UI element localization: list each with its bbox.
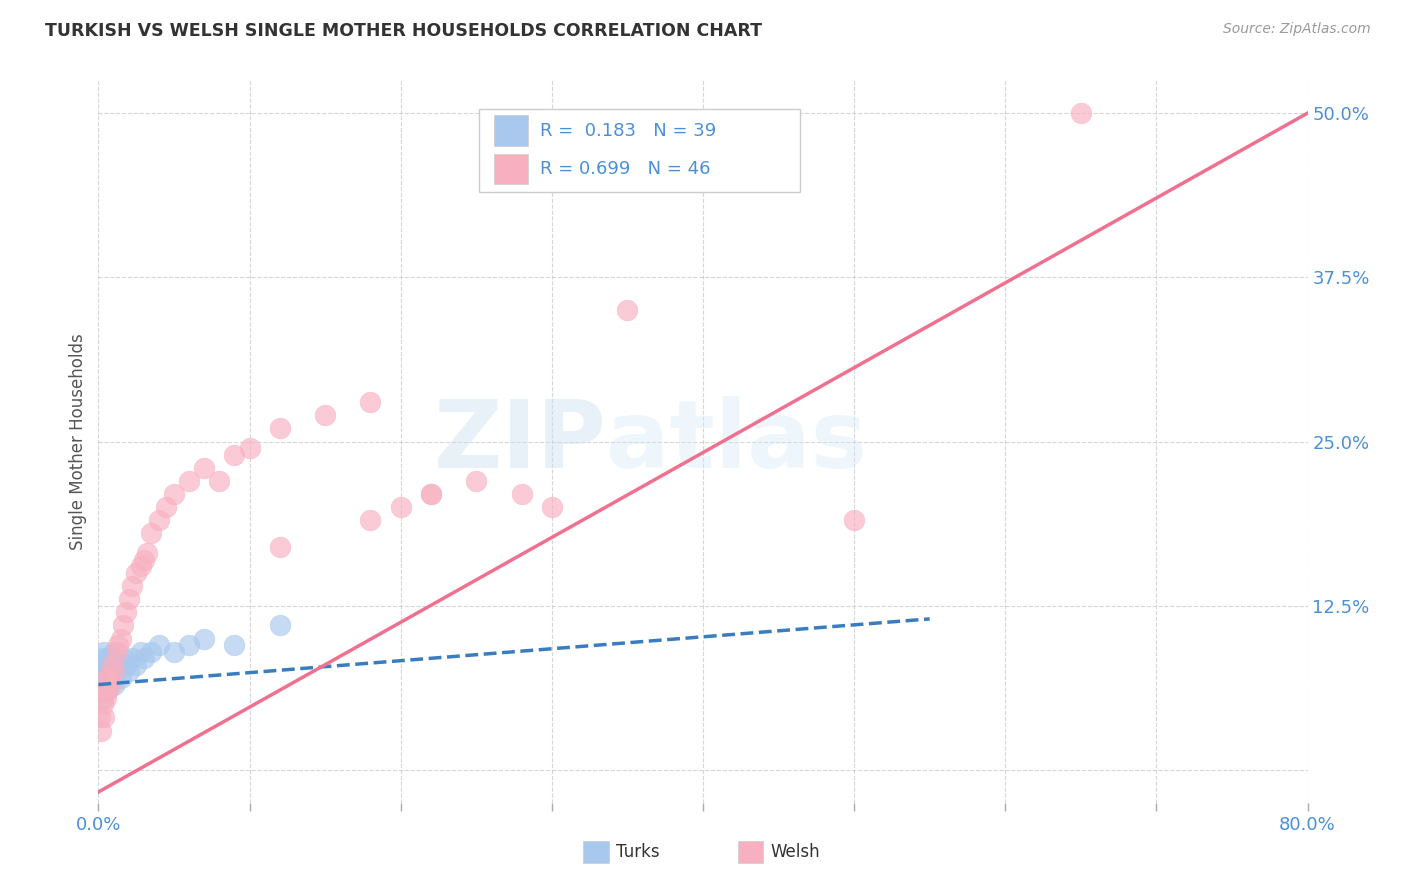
Point: [101, 665, 124, 679]
Point: [103, 677, 125, 691]
Point: [96, 651, 118, 665]
Point: [107, 638, 129, 652]
Point: [91, 651, 114, 665]
Point: [420, 487, 443, 501]
Point: [90, 684, 112, 698]
Point: [111, 651, 134, 665]
Point: [129, 559, 152, 574]
Point: [93, 645, 115, 659]
Point: [114, 605, 136, 619]
Point: [420, 487, 443, 501]
Point: [193, 632, 215, 646]
Point: [100, 671, 122, 685]
Point: [141, 526, 163, 541]
Point: [91, 698, 114, 712]
Point: [93, 677, 115, 691]
FancyBboxPatch shape: [479, 109, 800, 193]
Point: [91, 690, 114, 705]
Text: TURKISH VS WELSH SINGLE MOTHER HOUSEHOLDS CORRELATION CHART: TURKISH VS WELSH SINGLE MOTHER HOUSEHOLD…: [45, 22, 762, 40]
Point: [1070, 106, 1092, 120]
Point: [465, 474, 488, 488]
Point: [616, 303, 638, 318]
Point: [101, 651, 124, 665]
Point: [121, 579, 143, 593]
Point: [103, 665, 125, 679]
Text: R =  0.183   N = 39: R = 0.183 N = 39: [540, 121, 716, 139]
Text: Source: ZipAtlas.com: Source: ZipAtlas.com: [1223, 22, 1371, 37]
Point: [314, 409, 336, 423]
Point: [844, 513, 866, 527]
Point: [141, 645, 163, 659]
Point: [89, 677, 111, 691]
Point: [125, 657, 148, 672]
Point: [163, 487, 186, 501]
Point: [360, 395, 382, 409]
Point: [132, 553, 155, 567]
Point: [91, 671, 114, 685]
Text: ZIP: ZIP: [433, 395, 606, 488]
Point: [100, 677, 122, 691]
Point: [121, 651, 143, 665]
Point: [118, 592, 141, 607]
Point: [193, 460, 215, 475]
Point: [98, 671, 121, 685]
Point: [208, 474, 231, 488]
Point: [148, 638, 170, 652]
Point: [269, 421, 291, 435]
Point: [132, 651, 155, 665]
Point: [114, 657, 136, 672]
Point: [125, 566, 148, 580]
Point: [89, 710, 111, 724]
Point: [110, 632, 132, 646]
Point: [269, 540, 291, 554]
Point: [94, 690, 117, 705]
Point: [163, 645, 186, 659]
Point: [148, 513, 170, 527]
Point: [96, 684, 118, 698]
Text: Welsh: Welsh: [770, 843, 820, 861]
Point: [110, 671, 132, 685]
Point: [179, 474, 201, 488]
Point: [224, 448, 246, 462]
Point: [129, 645, 152, 659]
FancyBboxPatch shape: [494, 115, 527, 145]
Point: [101, 657, 124, 672]
Point: [111, 618, 134, 632]
Point: [94, 684, 117, 698]
Point: [98, 677, 121, 691]
Point: [93, 710, 115, 724]
Text: R = 0.699   N = 46: R = 0.699 N = 46: [540, 160, 710, 178]
FancyBboxPatch shape: [494, 153, 527, 184]
Point: [107, 657, 129, 672]
Point: [94, 671, 117, 685]
Point: [239, 441, 262, 455]
Point: [90, 657, 112, 672]
Point: [91, 684, 114, 698]
Point: [510, 487, 533, 501]
Point: [389, 500, 412, 515]
Point: [103, 645, 125, 659]
Point: [90, 723, 112, 738]
Point: [135, 546, 157, 560]
Y-axis label: Single Mother Households: Single Mother Households: [69, 334, 87, 549]
Point: [360, 513, 382, 527]
Point: [155, 500, 177, 515]
Text: atlas: atlas: [606, 395, 868, 488]
Point: [90, 665, 112, 679]
Point: [105, 645, 128, 659]
Point: [89, 671, 111, 685]
Point: [179, 638, 201, 652]
Point: [224, 638, 246, 652]
Point: [269, 618, 291, 632]
Point: [94, 657, 117, 672]
Point: [100, 657, 122, 672]
Text: Turks: Turks: [616, 843, 659, 861]
Point: [118, 665, 141, 679]
Point: [96, 671, 118, 685]
Point: [98, 665, 121, 679]
Point: [105, 665, 128, 679]
Point: [540, 500, 562, 515]
